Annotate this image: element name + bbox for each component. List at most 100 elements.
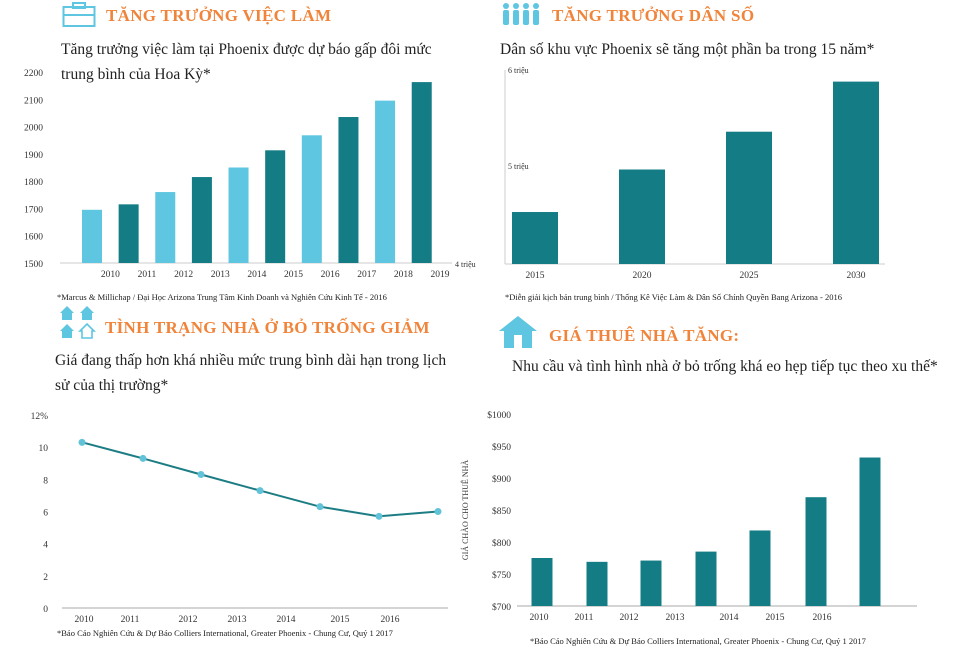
x-tick-label: 2017 — [357, 270, 376, 280]
y-tick-label: 2 — [43, 573, 48, 583]
bar — [640, 560, 662, 606]
houses-icon — [60, 306, 96, 339]
y-tick-label: 4 — [43, 541, 48, 551]
rent-subtitle: Nhu cầu và tình hình nhà ở bỏ trống khá … — [512, 358, 938, 375]
bar — [726, 131, 772, 264]
x-tick-label: 2014 — [247, 270, 266, 280]
rent-chart: $1000 $950 $900 $850 $800 $750 $700 2010 2011 201… — [460, 410, 917, 623]
x-tick-label: 2012 — [620, 613, 639, 623]
x-tick-label: 2010 — [101, 270, 120, 280]
y-tick-label: 1600 — [24, 233, 43, 243]
y-tick-label: $850 — [492, 506, 511, 517]
bar — [833, 81, 879, 265]
house-icon — [499, 316, 537, 348]
bar — [695, 551, 717, 606]
bar — [301, 135, 322, 263]
x-tick-label: 2015 — [284, 270, 303, 280]
y-tick-label: $900 — [492, 474, 511, 485]
data-point — [434, 508, 442, 515]
bar — [338, 117, 359, 263]
data-point — [375, 512, 383, 520]
population-growth-title: TĂNG TRƯỞNG DÂN SỐ — [552, 6, 755, 25]
bar — [155, 192, 176, 263]
y-tick-label: 2000 — [24, 124, 43, 134]
y-tick-label: $950 — [492, 442, 511, 453]
bar — [82, 209, 102, 263]
y-tick-label: 8 — [43, 476, 48, 486]
job-growth-title: TĂNG TRƯỞNG VIỆC LÀM — [106, 6, 332, 25]
x-tick-label: 2015 — [766, 613, 785, 623]
job-growth-subtitle: Tăng trưởng việc làm tại Phoenix được dự… — [61, 41, 432, 83]
x-tick-label: 2020 — [633, 271, 652, 281]
x-tick-label: 2010 — [530, 613, 549, 623]
x-tick-label: 2030 — [847, 271, 866, 281]
bar — [191, 177, 212, 263]
bar — [411, 82, 432, 263]
x-tick-label: 2018 — [394, 270, 413, 280]
vacancy-subtitle: Giá đang thấp hơn khá nhiều mức trung bì… — [55, 352, 447, 394]
bar — [265, 150, 286, 263]
bar — [859, 457, 881, 606]
x-tick-label: 2019 — [431, 270, 450, 280]
x-tick-label: 2012 — [179, 615, 198, 625]
population-growth-chart: 6 triệu 5 triệu 2015 2020 2025 2030 — [504, 66, 885, 281]
y-tick-label: $1000 — [487, 410, 511, 421]
job-growth-source: *Marcus & Millichap / Đại Học Arizona Tr… — [57, 292, 387, 302]
vacancy-source: *Báo Cáo Nghiên Cứu & Dự Báo Colliers In… — [57, 628, 393, 638]
y-tick-label: 2100 — [24, 96, 43, 106]
vacancy-chart: 12% 10 8 6 4 2 0 2010 2011 2012 2013 2014 2015 2016 — [31, 412, 448, 625]
x-tick-label: 2025 — [740, 271, 759, 281]
x-tick-label: 2011 — [121, 615, 140, 625]
vacancy-title: TÌNH TRẠNG NHÀ Ở BỎ TRỐNG GIẢM — [105, 318, 430, 337]
bar — [118, 204, 139, 263]
x-tick-label: 2013 — [666, 613, 685, 623]
x-tick-label: 2010 — [75, 615, 94, 625]
x-tick-label: 2012 — [174, 270, 193, 280]
y-tick-label: 0 — [43, 605, 48, 615]
y-tick-label: 5 triệu — [508, 162, 529, 171]
job-growth-chart: 2200 2100 2000 1900 1800 1700 1600 1500 2010 2011… — [24, 69, 476, 280]
population-growth-subtitle: Dân số khu vực Phoenix sẽ tăng một phần … — [500, 41, 875, 58]
y-tick-label: 10 — [39, 444, 49, 454]
rent-source: *Báo Cáo Nghiên Cứu & Dự Báo Colliers In… — [530, 636, 866, 646]
rent-title: GIÁ THUÊ NHÀ TĂNG: — [549, 326, 740, 345]
bar — [531, 558, 553, 606]
y-tick-label: $800 — [492, 538, 511, 549]
y-tick-label: 1800 — [24, 178, 43, 188]
y-tick-label: 12% — [31, 412, 49, 422]
y-tick-label: $750 — [492, 570, 511, 581]
bar — [512, 212, 558, 264]
x-tick-label: 2015 — [331, 615, 350, 625]
bar — [228, 167, 249, 263]
x-tick-label: 2014 — [720, 613, 739, 623]
y-tick-label: 6 — [43, 509, 48, 519]
bar — [749, 530, 771, 606]
y-tick-label: 2200 — [24, 69, 43, 79]
data-point — [256, 487, 264, 495]
data-point — [78, 438, 86, 446]
y-tick-label: 1700 — [24, 205, 43, 215]
x-tick-label: 2011 — [138, 270, 157, 280]
bar — [805, 497, 827, 606]
data-point — [139, 454, 147, 462]
bar — [375, 100, 396, 264]
x-tick-label: 2016 — [813, 613, 832, 623]
data-point — [197, 471, 205, 479]
x-tick-label: 2014 — [277, 615, 296, 625]
y-tick-label: 1500 — [24, 260, 43, 270]
data-point — [316, 503, 324, 511]
x-tick-label: 2011 — [575, 613, 594, 623]
x-tick-label: 2016 — [381, 615, 400, 625]
extra-axis-label: 4 triệu — [455, 260, 476, 269]
y-axis-label: GIÁ CHÀO CHO THUÊ NHÀ — [460, 460, 470, 561]
x-tick-label: 2015 — [526, 271, 545, 281]
x-tick-label: 2016 — [321, 270, 340, 280]
y-tick-label: $700 — [492, 602, 511, 613]
briefcase-icon — [62, 2, 96, 27]
y-tick-label: 1900 — [24, 151, 43, 161]
people-icon — [503, 3, 539, 25]
bar — [586, 561, 608, 606]
series-line — [81, 441, 439, 518]
population-growth-source: *Diễn giải kịch bản trung bình / Thống K… — [505, 292, 842, 302]
x-tick-label: 2013 — [211, 270, 230, 280]
